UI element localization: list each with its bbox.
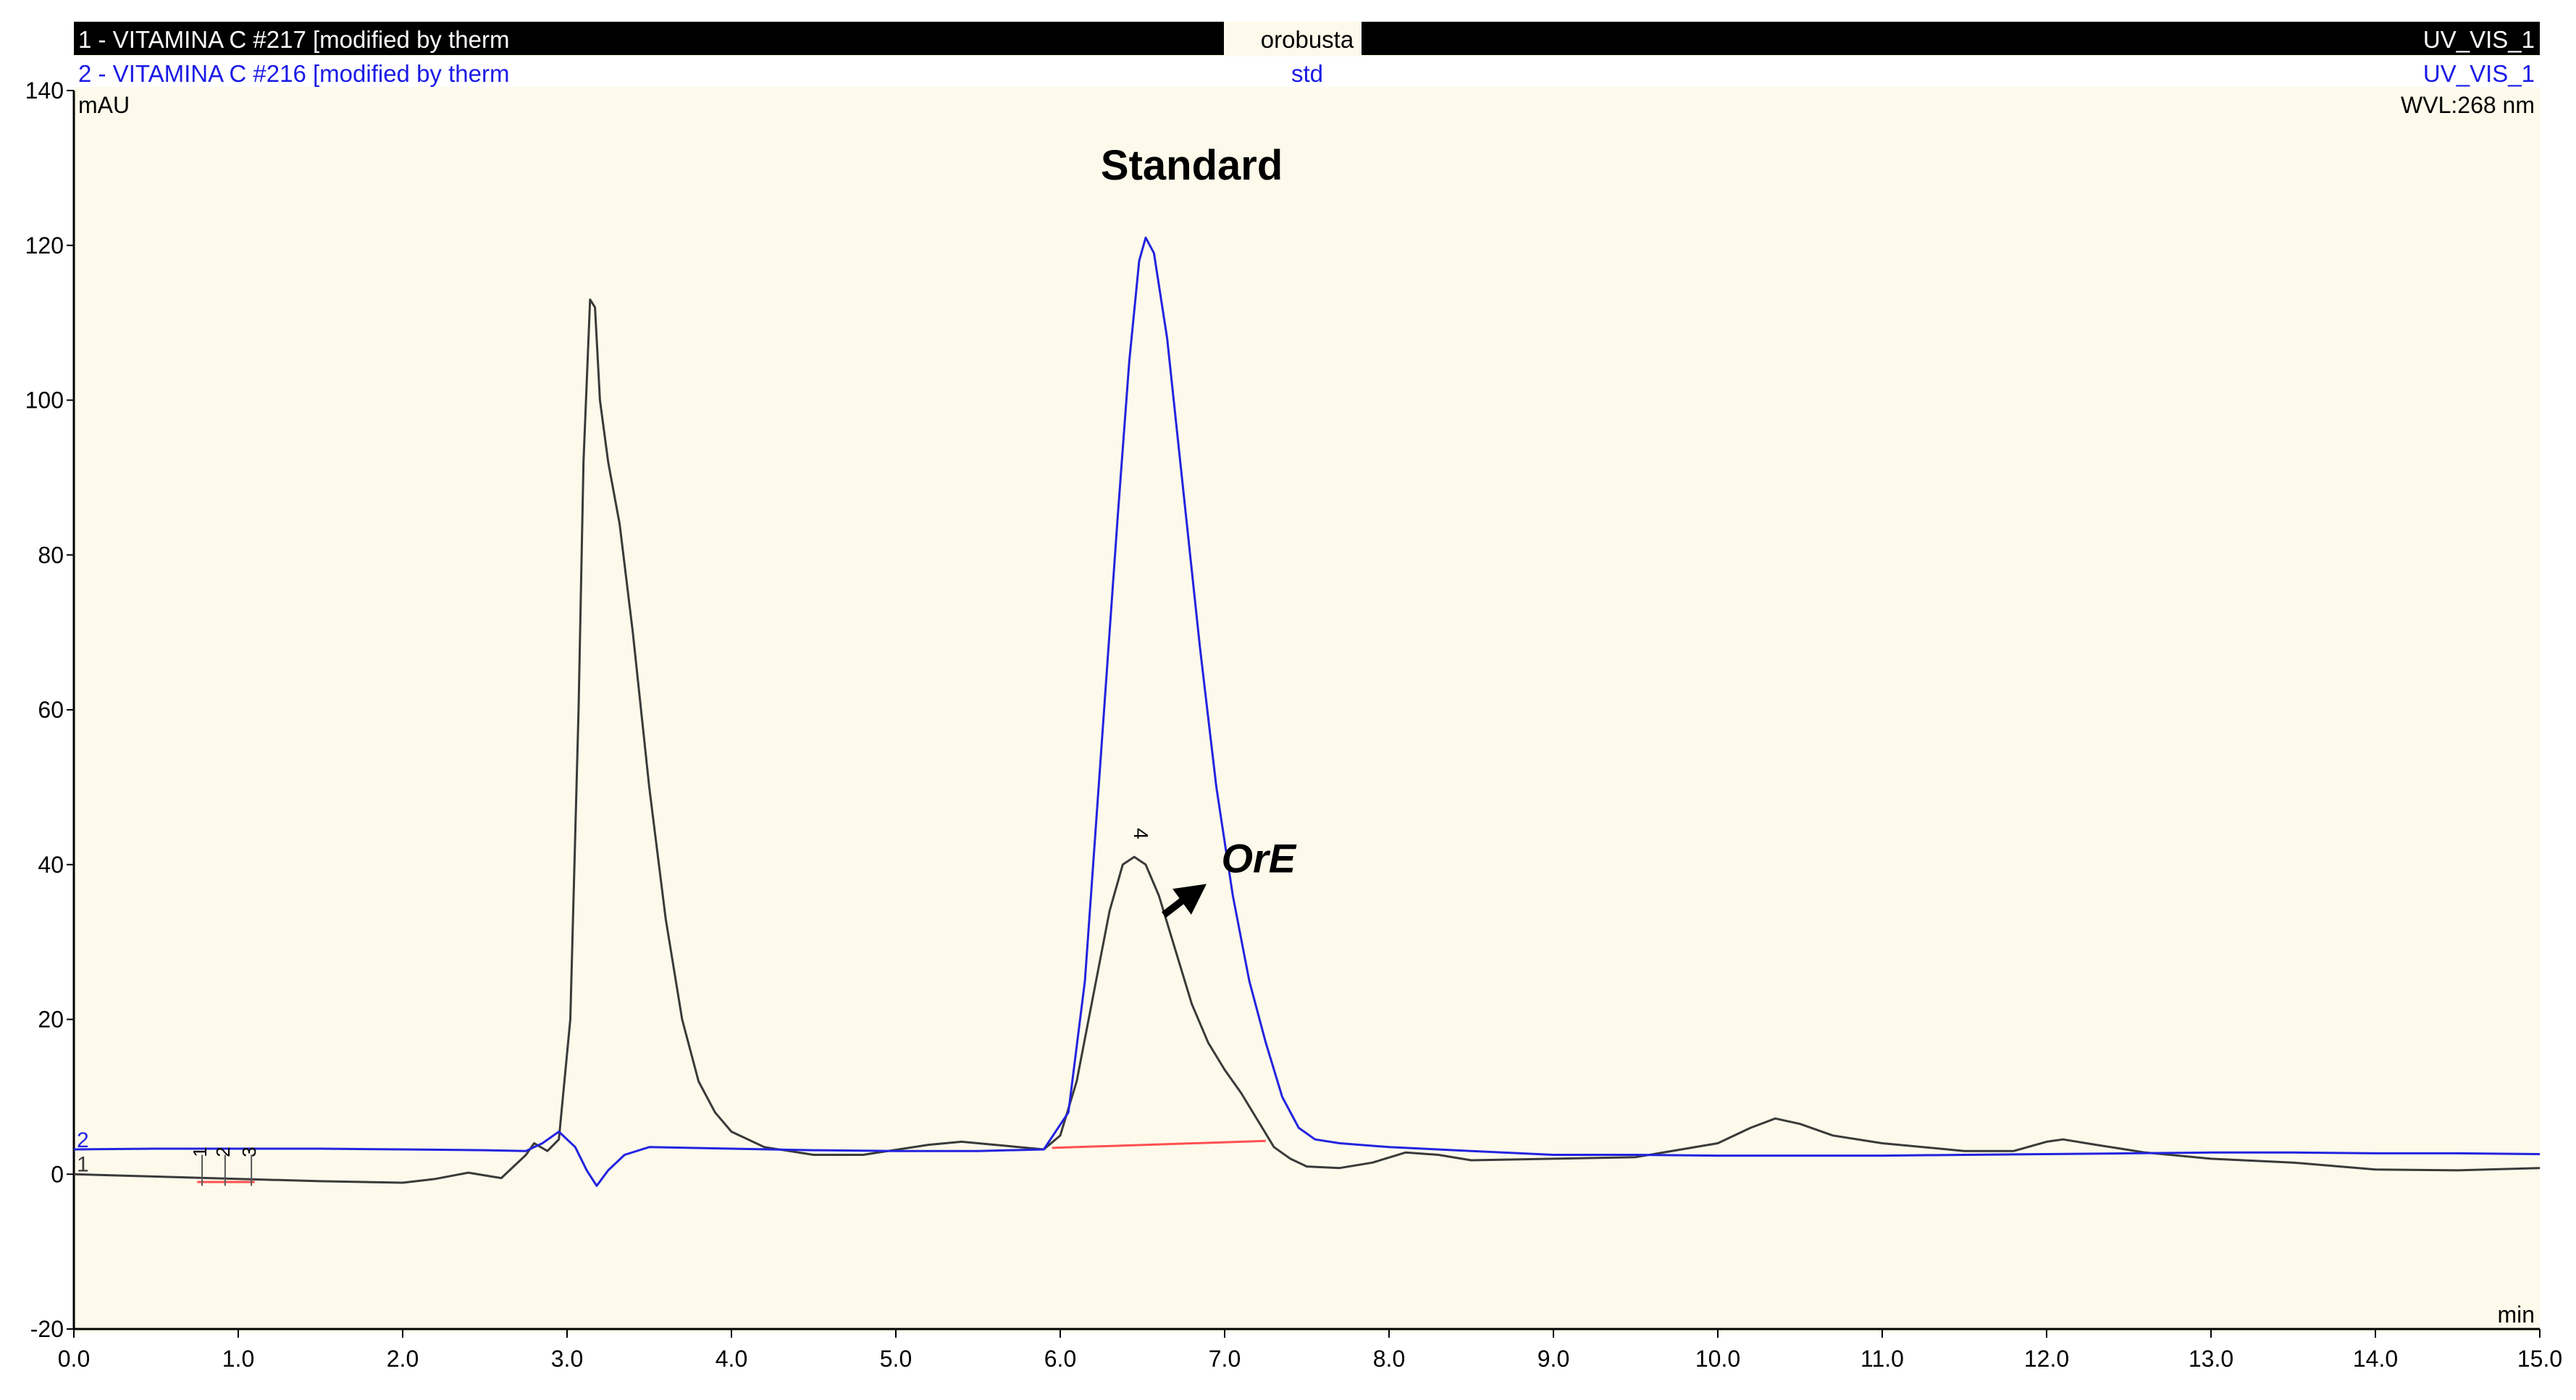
x-tick-label: 13.0 xyxy=(2189,1346,2233,1372)
header-trace1-label: 1 - VITAMINA C #217 [modified by therm xyxy=(78,26,509,53)
x-tick-label: 3.0 xyxy=(551,1346,583,1372)
header-trace2-center: std xyxy=(1291,60,1323,87)
x-axis-ticks: 0.0 1.0 2.0 3.0 4.0 5.0 6.0 7.0 8.0 9.0 10.0 11.0 12… xyxy=(58,1329,2562,1372)
header-arrow-icon xyxy=(74,26,90,51)
header-center-box xyxy=(1224,22,1362,55)
header-trace1-right: UV_VIS_1 xyxy=(2423,26,2535,53)
x-axis-unit: min xyxy=(2497,1302,2535,1328)
x-tick-label: 1.0 xyxy=(222,1346,254,1372)
header-trace2-right: UV_VIS_1 xyxy=(2423,60,2535,87)
peak-marker-label: 1 xyxy=(189,1147,211,1157)
x-tick-label: 12.0 xyxy=(2024,1346,2069,1372)
y-tick-label: 20 xyxy=(38,1007,64,1033)
ore-arrow-icon xyxy=(1161,884,1207,918)
x-tick-label: 5.0 xyxy=(880,1346,912,1372)
y-tick-label: 80 xyxy=(38,542,64,568)
x-tick-label: 14.0 xyxy=(2353,1346,2398,1372)
peak-4-label: 4 xyxy=(1130,828,1152,839)
trace-label-1: 1 xyxy=(77,1152,89,1176)
trace-label-2: 2 xyxy=(77,1128,89,1152)
x-tick-label: 11.0 xyxy=(1860,1346,1904,1372)
arrow-head xyxy=(1172,884,1207,915)
ore-annotation: OrE xyxy=(1221,835,1296,881)
y-tick-label: 40 xyxy=(38,852,64,878)
x-tick-label: 6.0 xyxy=(1044,1346,1076,1372)
peak-marker-label: 2 xyxy=(212,1147,234,1157)
y-axis-ticks: -20 0 20 40 60 80 100 120 140 xyxy=(25,77,74,1342)
y-axis-unit: mAU xyxy=(78,92,130,118)
header-bar-trace2 xyxy=(74,56,2540,87)
series-group xyxy=(73,236,2541,1187)
x-tick-label: 7.0 xyxy=(1209,1346,1241,1372)
x-tick-label: 10.0 xyxy=(1695,1346,1740,1372)
plot-area xyxy=(74,43,2540,1333)
y-tick-label: 0 xyxy=(51,1161,64,1187)
x-tick-label: 8.0 xyxy=(1373,1346,1405,1372)
x-tick-label: 4.0 xyxy=(716,1346,747,1372)
x-tick-label: 9.0 xyxy=(1537,1346,1569,1372)
wavelength-label: WVL:268 nm xyxy=(2401,92,2535,118)
standard-annotation: Standard xyxy=(1101,142,1283,189)
header-trace2-label: 2 - VITAMINA C #216 [modified by therm xyxy=(78,60,509,87)
y-tick-label: 120 xyxy=(25,232,64,259)
peak-marker-label: 3 xyxy=(238,1147,260,1157)
x-tick-label: 2.0 xyxy=(387,1346,419,1372)
x-tick-label: 15.0 xyxy=(2517,1346,2562,1372)
baseline-segment xyxy=(1052,1139,1266,1149)
integration-baselines xyxy=(197,1139,1266,1183)
series-line-1 xyxy=(73,298,2541,1184)
series-line-2 xyxy=(73,236,2541,1187)
y-tick-label: 140 xyxy=(25,77,64,104)
y-tick-label: 100 xyxy=(25,387,64,414)
y-tick-label: -20 xyxy=(30,1316,64,1342)
y-tick-label: 60 xyxy=(38,697,64,723)
header-trace1-center: orobusta xyxy=(1261,26,1354,53)
x-tick-label: 0.0 xyxy=(58,1346,90,1372)
